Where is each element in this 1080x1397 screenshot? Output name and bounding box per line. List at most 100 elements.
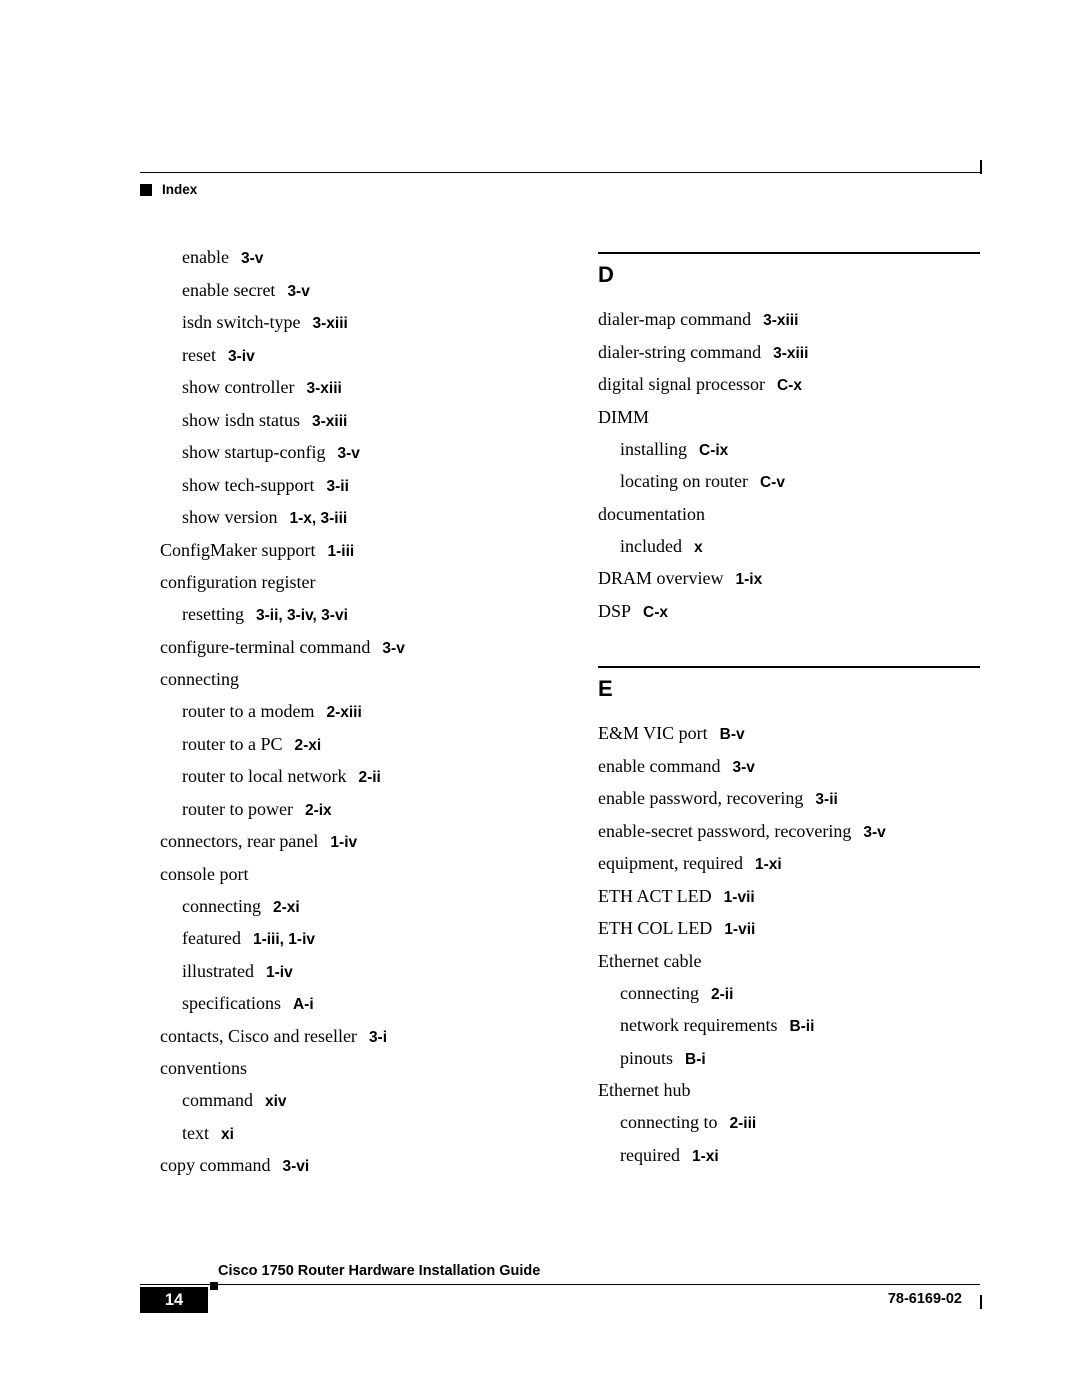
index-ref: A-i bbox=[293, 996, 314, 1013]
index-entry: ETH ACT LED 1-vii bbox=[598, 887, 980, 906]
index-ref: C-x bbox=[643, 604, 668, 621]
index-entry: show isdn status 3-xiii bbox=[160, 411, 542, 430]
index-entry: configure-terminal command3-v bbox=[160, 638, 542, 657]
section-rule bbox=[598, 252, 980, 254]
index-term: router to a modem bbox=[182, 701, 314, 721]
doc-number: 78-6169-02 bbox=[888, 1291, 962, 1307]
index-ref: 1-iii bbox=[327, 543, 354, 560]
index-term: resetting bbox=[182, 604, 244, 624]
index-ref: 1-ix bbox=[735, 571, 762, 588]
index-entry: connecting bbox=[160, 670, 542, 688]
index-term: router to power bbox=[182, 799, 293, 819]
index-ref: C-x bbox=[777, 377, 802, 394]
index-entry: router to a modem 2-xiii bbox=[160, 702, 542, 721]
index-entry: digital signal processor C-x bbox=[598, 375, 980, 394]
index-entry: textxi bbox=[160, 1124, 542, 1143]
index-term: enable-secret password, recovering bbox=[598, 821, 851, 841]
index-term: enable command bbox=[598, 756, 720, 776]
index-ref: xiv bbox=[265, 1093, 287, 1110]
index-term: connectors, rear panel bbox=[160, 831, 318, 851]
index-entry: configuration register bbox=[160, 573, 542, 591]
index-term: pinouts bbox=[620, 1048, 673, 1068]
index-ref: 3-xiii bbox=[306, 380, 341, 397]
index-term: included bbox=[620, 536, 682, 556]
index-entry: resetting 3-ii, 3-iv, 3-vi bbox=[160, 605, 542, 624]
index-ref: 2-ii bbox=[711, 986, 733, 1003]
index-entry: DSP C-x bbox=[598, 602, 980, 621]
index-ref: 2-ix bbox=[305, 802, 332, 819]
index-term: copy command bbox=[160, 1155, 270, 1175]
index-entry: equipment, required1-xi bbox=[598, 854, 980, 873]
index-term: DRAM overview bbox=[598, 568, 723, 588]
index-entry: specificationsA-i bbox=[160, 994, 542, 1013]
index-term: ConfigMaker support bbox=[160, 540, 315, 560]
index-term: network requirements bbox=[620, 1015, 777, 1035]
index-ref: x bbox=[694, 539, 703, 556]
index-entry: ETH COL LED 1-vii bbox=[598, 919, 980, 938]
index-term: ETH COL LED bbox=[598, 918, 712, 938]
index-entry: network requirements B-ii bbox=[598, 1016, 980, 1035]
index-ref: B-i bbox=[685, 1051, 706, 1068]
index-ref: 1-x, 3-iii bbox=[290, 510, 348, 527]
index-term: show startup-config bbox=[182, 442, 325, 462]
index-entry: enable-secret password, recovering 3-v bbox=[598, 822, 980, 841]
index-term: show tech-support bbox=[182, 475, 314, 495]
index-ref: 3-xiii bbox=[773, 345, 808, 362]
index-columns: enable3-venable secret3-visdn switch-typ… bbox=[160, 248, 980, 1227]
index-term: equipment, required bbox=[598, 853, 743, 873]
index-term: digital signal processor bbox=[598, 374, 765, 394]
index-entry: dialer-map command 3-xiii bbox=[598, 310, 980, 329]
index-entry: featured1-iii, 1-iv bbox=[160, 929, 542, 948]
index-term: enable bbox=[182, 247, 229, 267]
index-entry: locating on routerC-v bbox=[598, 472, 980, 491]
index-term: connecting bbox=[620, 983, 699, 1003]
index-term: console port bbox=[160, 864, 248, 884]
index-ref: 3-ii bbox=[815, 791, 837, 808]
index-ref: 3-v bbox=[863, 824, 885, 841]
index-ref: 3-v bbox=[732, 759, 754, 776]
index-term: DIMM bbox=[598, 407, 649, 427]
header-square-icon bbox=[140, 184, 152, 196]
index-term: DSP bbox=[598, 601, 631, 621]
index-term: enable password, recovering bbox=[598, 788, 803, 808]
index-entry: connecting 2-ii bbox=[598, 984, 980, 1003]
index-ref: 1-vii bbox=[724, 889, 755, 906]
index-entry: reset3-iv bbox=[160, 346, 542, 365]
index-ref: B-ii bbox=[789, 1018, 814, 1035]
index-entry: connecting2-xi bbox=[160, 897, 542, 916]
index-ref: 1-iv bbox=[330, 834, 357, 851]
index-ref: 3-xiii bbox=[312, 413, 347, 430]
index-entry: Ethernet cable bbox=[598, 952, 980, 970]
index-ref: 3-xiii bbox=[763, 312, 798, 329]
index-entry: show startup-config3-v bbox=[160, 443, 542, 462]
index-ref: 1-vii bbox=[724, 921, 755, 938]
index-ref: 3-ii, 3-iv, 3-vi bbox=[256, 607, 348, 624]
index-term: ETH ACT LED bbox=[598, 886, 712, 906]
index-ref: C-v bbox=[760, 474, 785, 491]
index-ref: 2-xi bbox=[295, 737, 322, 754]
index-term: connecting bbox=[160, 669, 239, 689]
index-term: installing bbox=[620, 439, 687, 459]
section-rule bbox=[598, 666, 980, 668]
index-ref: 1-iii, 1-iv bbox=[253, 931, 315, 948]
index-ref: 2-ii bbox=[358, 769, 380, 786]
index-entry: DIMM bbox=[598, 408, 980, 426]
index-term: command bbox=[182, 1090, 253, 1110]
index-entry: isdn switch-type3-xiii bbox=[160, 313, 542, 332]
index-ref: 3-iv bbox=[228, 348, 255, 365]
doc-number-tick-icon bbox=[980, 1295, 982, 1309]
index-ref: B-v bbox=[720, 726, 745, 743]
index-term: show isdn status bbox=[182, 410, 300, 430]
index-ref: 2-xi bbox=[273, 899, 300, 916]
index-term: contacts, Cisco and reseller bbox=[160, 1026, 357, 1046]
index-entry: enable password, recovering 3-ii bbox=[598, 789, 980, 808]
index-ref: 2-xiii bbox=[326, 704, 361, 721]
header-label: Index bbox=[162, 182, 197, 197]
index-entry: pinouts B-i bbox=[598, 1049, 980, 1068]
index-term: dialer-map command bbox=[598, 309, 751, 329]
bottom-rule bbox=[140, 1284, 980, 1285]
index-entry: enable3-v bbox=[160, 248, 542, 267]
left-column: enable3-venable secret3-visdn switch-typ… bbox=[160, 248, 542, 1227]
index-term: configure-terminal command bbox=[160, 637, 370, 657]
index-term: dialer-string command bbox=[598, 342, 761, 362]
